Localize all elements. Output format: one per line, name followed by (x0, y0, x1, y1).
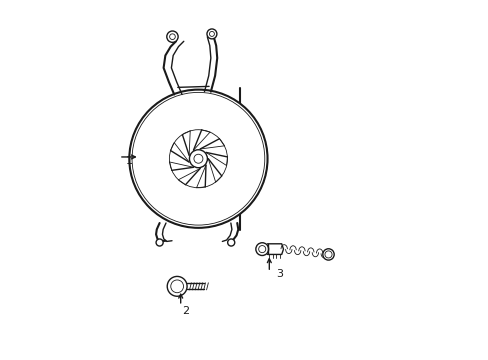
Circle shape (129, 90, 267, 228)
Circle shape (227, 239, 234, 246)
Circle shape (206, 29, 217, 39)
Text: 3: 3 (276, 269, 283, 279)
Text: 1: 1 (125, 156, 133, 166)
Circle shape (194, 154, 203, 163)
Circle shape (169, 130, 227, 188)
Circle shape (166, 31, 178, 42)
Circle shape (169, 34, 175, 40)
Circle shape (189, 150, 207, 168)
Circle shape (322, 249, 333, 260)
Text: 2: 2 (182, 306, 189, 316)
Circle shape (170, 280, 183, 293)
Circle shape (156, 239, 163, 246)
Circle shape (167, 276, 187, 296)
Circle shape (255, 243, 268, 256)
Circle shape (209, 31, 214, 36)
Circle shape (325, 251, 331, 258)
Circle shape (258, 246, 265, 253)
Circle shape (132, 93, 264, 225)
